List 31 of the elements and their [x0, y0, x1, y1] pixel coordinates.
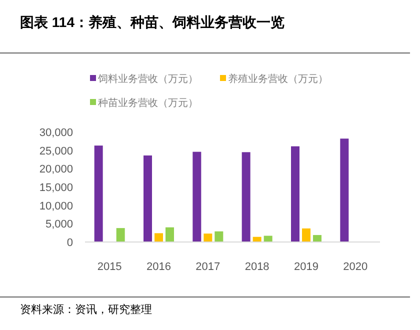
- bar: [154, 233, 163, 242]
- x-tick-label: 2020: [343, 261, 368, 273]
- x-tick-label: 2019: [294, 261, 318, 273]
- legend-label: 养殖业务营收（万元）: [228, 73, 328, 85]
- bar: [340, 138, 349, 242]
- y-tick-label: 25,000: [39, 145, 73, 158]
- x-tick-label: 2015: [97, 261, 122, 273]
- x-tick-label: 2016: [146, 261, 171, 273]
- legend-label: 种苗业务营收（万元）: [98, 97, 198, 109]
- y-tick-label: 10,000: [39, 200, 73, 212]
- bar: [192, 152, 202, 242]
- y-tick-label: 0: [66, 237, 73, 249]
- bar: [291, 146, 300, 242]
- y-tick-label: 20,000: [39, 164, 73, 176]
- bar: [166, 227, 174, 242]
- text: 资料来源：资讯，研究整理: [20, 303, 152, 316]
- bar: [94, 146, 103, 242]
- chart-title: 图表 114：养殖、种苗、饲料业务营收一览: [20, 14, 284, 30]
- bar: [204, 234, 212, 242]
- bar: [302, 228, 310, 242]
- x-tick-label: 2018: [244, 261, 270, 273]
- bar: [214, 231, 224, 242]
- y-tick-label: 5,000: [45, 218, 73, 231]
- bar: [313, 235, 322, 242]
- bar: [144, 155, 152, 242]
- y-tick-label: 30,000: [39, 127, 73, 139]
- legend-label: 饲料业务营收（万元）: [97, 73, 198, 85]
- bar: [242, 152, 250, 242]
- x-tick-label: 2017: [196, 261, 220, 273]
- bar: [116, 228, 125, 242]
- y-tick-label: 15,000: [39, 182, 73, 194]
